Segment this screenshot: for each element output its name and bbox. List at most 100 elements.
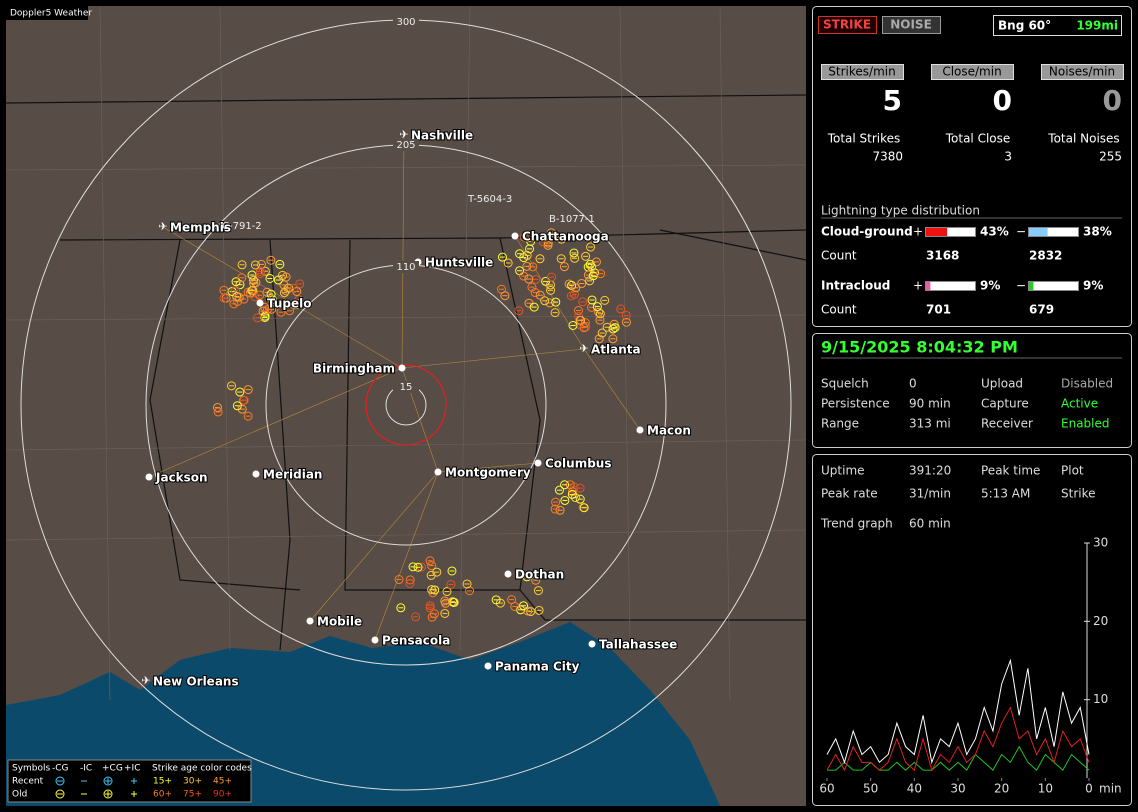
strike-symbol [462, 579, 472, 589]
city-dot [504, 570, 512, 578]
strike-symbol [529, 302, 539, 312]
strike-symbol [573, 306, 583, 316]
rate-label: Noises/min [1049, 65, 1115, 79]
strike-symbol [575, 483, 585, 493]
close-ring [365, 364, 447, 446]
total-value: 7380 [872, 150, 903, 164]
legend-row-label: Recent [12, 777, 44, 787]
strike-symbol [447, 566, 457, 576]
strike-symbol [249, 278, 259, 288]
x-unit: min [1099, 782, 1122, 796]
strike-symbol [255, 290, 265, 300]
strike-symbol [243, 385, 253, 395]
percent-track [1028, 227, 1079, 237]
rate-label: Close/min [942, 65, 1001, 79]
strike-symbol [413, 562, 423, 572]
track-label: C-791-2 [222, 221, 262, 232]
strike-symbol [256, 259, 266, 269]
city-label: Nashville [411, 129, 473, 143]
percent-label: 9% [1083, 279, 1103, 293]
strike-symbol [564, 279, 574, 289]
ring-label: 300 [396, 17, 415, 28]
strike-symbol [567, 487, 577, 497]
strike-symbol [556, 254, 566, 264]
strike-symbol [566, 291, 576, 301]
strike-symbol [592, 302, 602, 312]
strike-symbol [579, 323, 589, 333]
strike-symbol [554, 485, 564, 495]
stat: Strike [1061, 487, 1096, 501]
percent-bar [926, 228, 948, 236]
city-dot [252, 470, 260, 478]
city-label: Birmingham [313, 362, 395, 376]
strike-symbol [621, 317, 631, 327]
strike-symbol [591, 257, 601, 267]
strike-symbol [551, 297, 561, 307]
strike-symbol [411, 612, 421, 622]
strike-symbol [546, 285, 556, 295]
rate-value: 5 [883, 84, 902, 117]
total-label: Total Strikes [827, 132, 901, 146]
strike-symbol [551, 497, 561, 507]
strike-symbol [394, 575, 404, 585]
city-label: Columbus [545, 457, 612, 471]
strike-symbol [243, 411, 253, 421]
strike-symbol [585, 259, 595, 269]
ring-label: 15 [400, 382, 413, 393]
strike-symbol [239, 395, 249, 405]
rate-label: Strikes/min [828, 65, 895, 79]
trend-value: 60 min [909, 517, 951, 531]
strike-symbol [233, 296, 243, 306]
city-label: Tallahassee [599, 638, 677, 652]
city-dot [511, 232, 519, 240]
strike-symbol [578, 297, 588, 307]
strike-symbol [275, 259, 285, 269]
strike-symbol [594, 334, 604, 344]
strike-symbol [294, 295, 304, 305]
rate-value: 0 [1103, 84, 1122, 117]
strike-symbol [237, 260, 247, 270]
strike-symbol [570, 253, 580, 263]
noise-button-label[interactable]: NOISE [890, 18, 932, 32]
ring-label-bg [393, 16, 419, 28]
strike-symbol [278, 299, 288, 309]
strike-symbol [507, 595, 517, 605]
strike-symbol [260, 312, 270, 322]
cities: ✈ Nashville✈ MemphisHuntsvilleChattanoogaT… [141, 128, 692, 690]
city-dot [588, 640, 596, 648]
percent-track [925, 281, 976, 291]
setting: 0 [909, 377, 917, 391]
stat: Uptime [821, 464, 865, 478]
airport-icon: ✈ [158, 220, 167, 233]
stat: Peak time [981, 464, 1040, 478]
total-label: Total Noises [1047, 132, 1119, 146]
setting: Receiver [981, 417, 1033, 431]
strike-button-label[interactable]: STRIKE [823, 18, 871, 32]
strike-symbol [519, 601, 529, 611]
strike-symbol [235, 387, 245, 397]
strike-symbol [587, 302, 597, 312]
strike-symbol [595, 315, 605, 325]
strike-symbol [550, 504, 560, 514]
strike-symbol [285, 306, 295, 316]
strike-symbol [580, 318, 590, 328]
strike-symbol [279, 288, 289, 298]
strike-symbol [597, 328, 607, 338]
strike-symbol [559, 262, 569, 272]
strike-symbol [219, 293, 229, 303]
strike-button[interactable] [818, 16, 877, 34]
bearing-box [993, 15, 1122, 36]
ring-label: 110 [396, 262, 415, 273]
noise-button[interactable] [882, 16, 941, 34]
legend-header: Symbols [12, 764, 51, 774]
strike-symbol [266, 289, 276, 299]
strike-symbol [568, 320, 578, 330]
strike-symbol [227, 381, 237, 391]
setting: 313 mi [909, 417, 951, 431]
percent-track [925, 227, 976, 237]
strike-symbol [535, 290, 545, 300]
airport-icon: ✈ [579, 342, 588, 355]
city-label: Tupelo [267, 297, 312, 311]
y-tick-label: 30 [1093, 536, 1108, 550]
percent-label: 38% [1083, 225, 1112, 239]
